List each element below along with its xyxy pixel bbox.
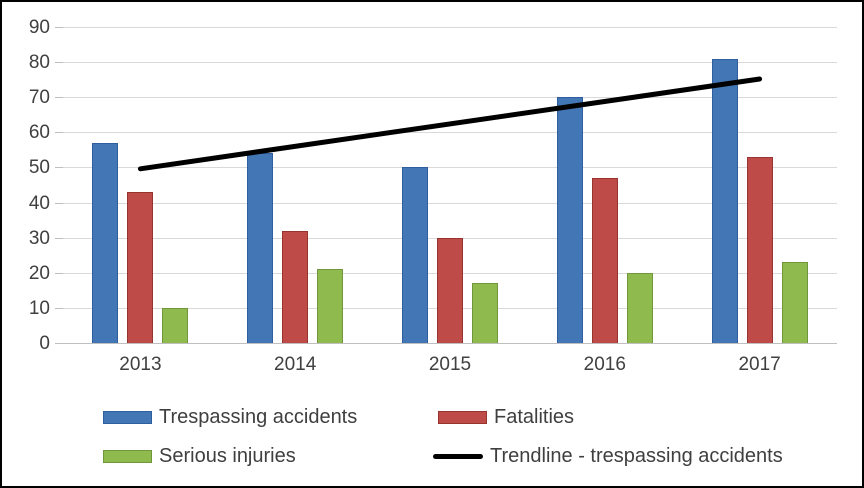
x-axis-label: 2015 (428, 354, 472, 375)
legend-item-serious-injuries: Serious injuries (103, 445, 296, 467)
x-axis-label: 2016 (583, 354, 626, 375)
gridline (63, 27, 837, 28)
x-axis-label: 2017 (738, 354, 781, 375)
bar-serious-injuries-2017 (781, 262, 808, 343)
gridline (63, 62, 837, 63)
y-axis-tick (55, 308, 63, 309)
bar-serious-injuries-2015 (472, 283, 498, 343)
y-axis-label: 80 (28, 52, 50, 73)
legend-item-fatalities: Fatalities (438, 406, 574, 428)
bar-fatalities-2013 (127, 192, 154, 343)
y-axis-tick (55, 97, 63, 98)
y-axis-tick (55, 132, 63, 133)
y-axis-label: 50 (28, 157, 50, 178)
legend-item-trendline-trespassing-accidents: Trendline - trespassing accidents (433, 445, 783, 467)
x-axis-label: 2013 (119, 354, 162, 375)
y-axis-tick (55, 273, 63, 274)
legend-swatch-icon (103, 449, 152, 463)
y-axis-tick (55, 167, 63, 168)
legend-swatch-icon (103, 410, 152, 424)
legend-label: Trespassing accidents (159, 405, 358, 428)
y-axis-label: 60 (28, 122, 50, 143)
y-axis-label: 70 (28, 87, 50, 108)
bar-serious-injuries-2014 (317, 269, 344, 343)
bar-serious-injuries-2013 (162, 307, 189, 343)
legend-label: Trendline - trespassing accidents (490, 444, 783, 467)
y-axis-label: 10 (28, 298, 50, 319)
y-axis-label: 40 (28, 193, 50, 214)
y-axis-label: 0 (39, 333, 50, 354)
y-axis-tick (55, 62, 63, 63)
legend-swatch-icon (438, 410, 487, 424)
legend-line-icon (433, 453, 483, 459)
legend-label: Fatalities (494, 405, 575, 428)
y-axis-tick (55, 27, 63, 28)
y-axis-tick (55, 238, 63, 239)
bar-serious-injuries-2016 (626, 272, 653, 343)
y-axis-label: 30 (28, 228, 50, 249)
x-axis-line (55, 343, 837, 344)
y-axis-label: 20 (28, 263, 50, 284)
bar-fatalities-2015 (437, 237, 463, 343)
bar-fatalities-2016 (591, 178, 618, 343)
y-axis-label: 90 (28, 17, 50, 38)
legend-label: Serious injuries (159, 444, 296, 467)
legend-item-trespassing-accidents: Trespassing accidents (103, 406, 357, 428)
gridline (63, 203, 837, 204)
bar-fatalities-2017 (746, 156, 773, 343)
y-axis-tick (55, 203, 63, 204)
bar-trespassing-accidents-2015 (402, 167, 428, 343)
bar-trespassing-accidents-2013 (92, 142, 119, 343)
x-axis-label: 2014 (274, 354, 317, 375)
bar-fatalities-2014 (282, 230, 309, 343)
